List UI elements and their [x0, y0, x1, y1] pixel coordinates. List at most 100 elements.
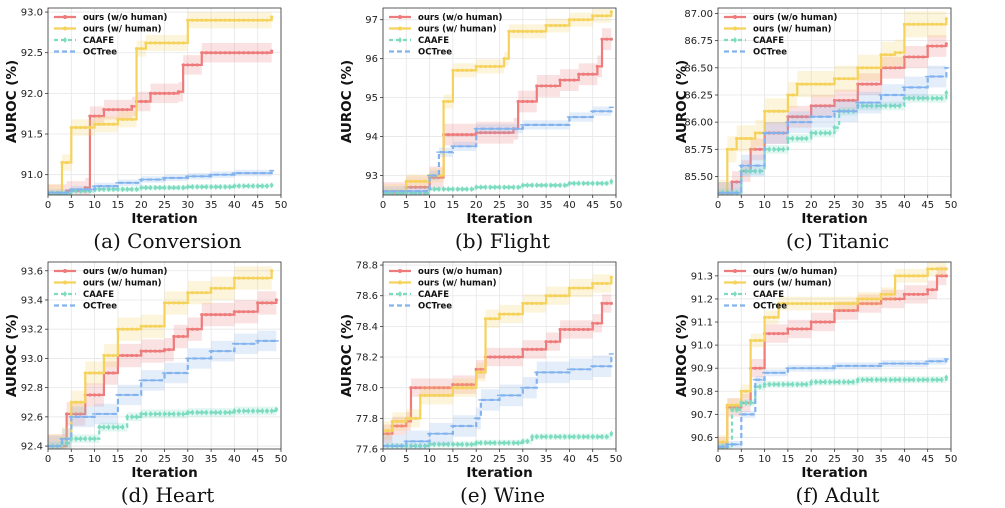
data-marker — [423, 179, 427, 183]
data-marker — [251, 18, 255, 22]
data-marker — [497, 312, 502, 316]
data-marker — [800, 301, 804, 306]
data-marker — [771, 381, 776, 388]
data-marker — [423, 393, 427, 397]
data-marker — [274, 298, 278, 302]
data-marker — [753, 147, 757, 151]
data-marker — [944, 374, 949, 381]
data-marker — [563, 327, 567, 332]
data-marker — [888, 102, 893, 109]
data-marker — [790, 381, 795, 388]
data-marker — [460, 383, 464, 387]
data-marker — [781, 331, 785, 336]
data-marker — [926, 44, 930, 48]
data-marker — [516, 355, 520, 359]
data-marker — [395, 419, 399, 424]
data-marker — [64, 440, 69, 447]
data-marker — [223, 183, 228, 190]
data-marker — [200, 51, 204, 55]
data-marker — [576, 180, 581, 187]
data-marker — [232, 310, 236, 314]
data-marker — [251, 183, 256, 190]
data-marker — [605, 281, 609, 286]
data-marker — [521, 99, 525, 104]
data-marker — [455, 133, 460, 137]
data-marker — [111, 122, 115, 126]
data-marker — [469, 441, 474, 448]
data-marker — [232, 408, 237, 415]
y-tick-label: 93.0 — [21, 8, 43, 19]
data-marker — [832, 77, 837, 81]
data-marker — [386, 429, 390, 433]
data-marker — [846, 77, 851, 81]
data-marker — [172, 301, 176, 305]
data-marker — [408, 442, 413, 449]
data-marker — [865, 66, 869, 70]
data-marker — [153, 91, 157, 95]
legend: ours (w/o human) ours (w/ human)CAAFE OCTr… — [389, 267, 502, 312]
data-marker — [414, 386, 418, 390]
data-marker — [97, 393, 101, 397]
data-marker — [888, 292, 893, 296]
data-marker — [525, 182, 530, 189]
panel-caption: (e) Wine — [459, 483, 546, 507]
data-marker — [758, 366, 762, 370]
data-marker — [265, 301, 269, 305]
data-marker — [153, 410, 158, 417]
x-tick-label: 20 — [135, 200, 148, 211]
data-marker — [209, 409, 214, 416]
data-marker — [251, 408, 256, 415]
x-tick-label: 20 — [470, 200, 483, 211]
data-marker — [260, 276, 264, 280]
chart-panel: 0 5 10 15 20 25 30 35 40 45 50 92.4 92.6 92.8 93.0 93.2… — [0, 254, 335, 508]
data-marker — [251, 310, 255, 314]
data-marker — [558, 433, 563, 440]
data-marker — [176, 90, 181, 94]
data-marker — [93, 122, 97, 126]
chart-svg: 0 5 10 15 20 25 30 35 40 45 50 92.4 92.6 92.8 93.0 93.2… — [4, 261, 287, 481]
data-marker — [828, 104, 832, 108]
data-marker — [218, 409, 223, 416]
data-marker — [414, 416, 418, 420]
data-marker — [800, 82, 804, 86]
series-line — [48, 170, 273, 194]
series-group — [718, 262, 949, 449]
data-marker — [944, 267, 948, 271]
x-tick-label: 25 — [828, 200, 841, 211]
data-marker — [214, 51, 218, 55]
data-marker — [460, 441, 465, 448]
data-marker — [916, 274, 920, 278]
data-marker — [176, 184, 181, 191]
legend-label: OCTree — [418, 48, 452, 58]
data-marker — [139, 47, 143, 51]
data-marker — [530, 99, 534, 104]
x-axis-label: Iteration — [466, 211, 532, 227]
data-marker — [148, 41, 153, 45]
data-marker — [102, 122, 106, 126]
data-marker — [214, 312, 218, 317]
data-marker — [270, 301, 274, 305]
data-marker — [883, 102, 888, 109]
data-marker — [88, 371, 92, 375]
data-marker — [190, 327, 195, 331]
data-marker — [441, 99, 446, 104]
data-marker — [572, 78, 576, 82]
data-marker — [856, 297, 860, 301]
data-marker — [874, 297, 879, 301]
data-marker — [842, 77, 846, 81]
data-marker — [525, 301, 530, 305]
data-marker — [911, 376, 916, 383]
data-marker — [507, 131, 511, 135]
data-marker — [785, 135, 790, 142]
data-marker — [464, 186, 469, 193]
data-marker — [855, 376, 860, 383]
data-marker — [497, 355, 502, 359]
data-marker — [120, 327, 125, 331]
data-marker — [130, 104, 134, 108]
data-marker — [730, 403, 734, 407]
x-tick-label: 5 — [738, 454, 744, 465]
data-marker — [851, 77, 855, 81]
data-marker — [921, 22, 925, 26]
data-marker — [93, 114, 97, 118]
confidence-band — [718, 355, 947, 449]
